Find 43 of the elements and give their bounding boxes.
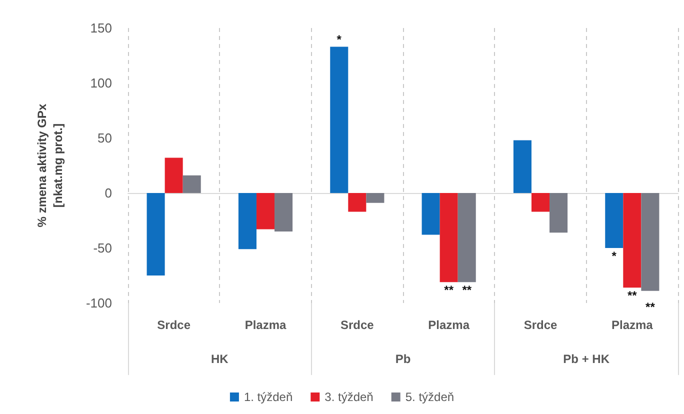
bar bbox=[422, 193, 440, 235]
bar bbox=[458, 193, 476, 282]
bar bbox=[550, 193, 568, 233]
y-tick-label: -100 bbox=[86, 296, 112, 310]
x-tick-label: Plazma bbox=[244, 318, 286, 332]
y-tick-label: 100 bbox=[90, 76, 112, 90]
x-tick-label: Srdce bbox=[157, 318, 191, 332]
bar bbox=[623, 193, 642, 288]
x-tick-label: Plazma bbox=[428, 318, 470, 332]
annotation: * bbox=[612, 249, 617, 263]
annotation: ** bbox=[462, 283, 472, 298]
bar bbox=[440, 193, 458, 282]
bar bbox=[238, 193, 256, 250]
bar bbox=[164, 158, 183, 193]
annotation: ** bbox=[646, 300, 656, 314]
y-tick-label: 50 bbox=[98, 130, 112, 146]
annotation: ** bbox=[627, 288, 638, 303]
annotation: ** bbox=[444, 283, 454, 298]
legend-label: 5. týždeň bbox=[405, 390, 454, 404]
legend-label: 1. týždeň bbox=[244, 390, 293, 404]
text: Pb + HK bbox=[563, 352, 610, 366]
y-tick-label: -50 bbox=[93, 240, 112, 256]
bar bbox=[274, 193, 293, 232]
x-tick-label: Srdce bbox=[524, 318, 558, 332]
bar bbox=[182, 175, 201, 193]
y-tick-label: 150 bbox=[90, 20, 112, 36]
bar bbox=[513, 140, 532, 193]
bar bbox=[146, 193, 165, 276]
bar bbox=[366, 193, 384, 203]
bar bbox=[531, 193, 550, 212]
legend-label: 3. týždeň bbox=[324, 390, 374, 404]
x-tick-label: Srdce bbox=[340, 318, 374, 332]
bar bbox=[330, 46, 348, 193]
bar bbox=[256, 193, 275, 230]
bar bbox=[641, 193, 660, 291]
annotation: * bbox=[336, 32, 342, 47]
bar bbox=[348, 193, 366, 212]
text: HK bbox=[210, 352, 229, 366]
y-tick-label: 0 bbox=[104, 186, 112, 200]
x-tick-label: Plazma bbox=[611, 318, 654, 332]
y-axis-title: % zmena aktivity GPx [nkat.mg prot.] bbox=[35, 103, 65, 228]
bar bbox=[605, 193, 624, 248]
text: Pb bbox=[395, 352, 411, 366]
